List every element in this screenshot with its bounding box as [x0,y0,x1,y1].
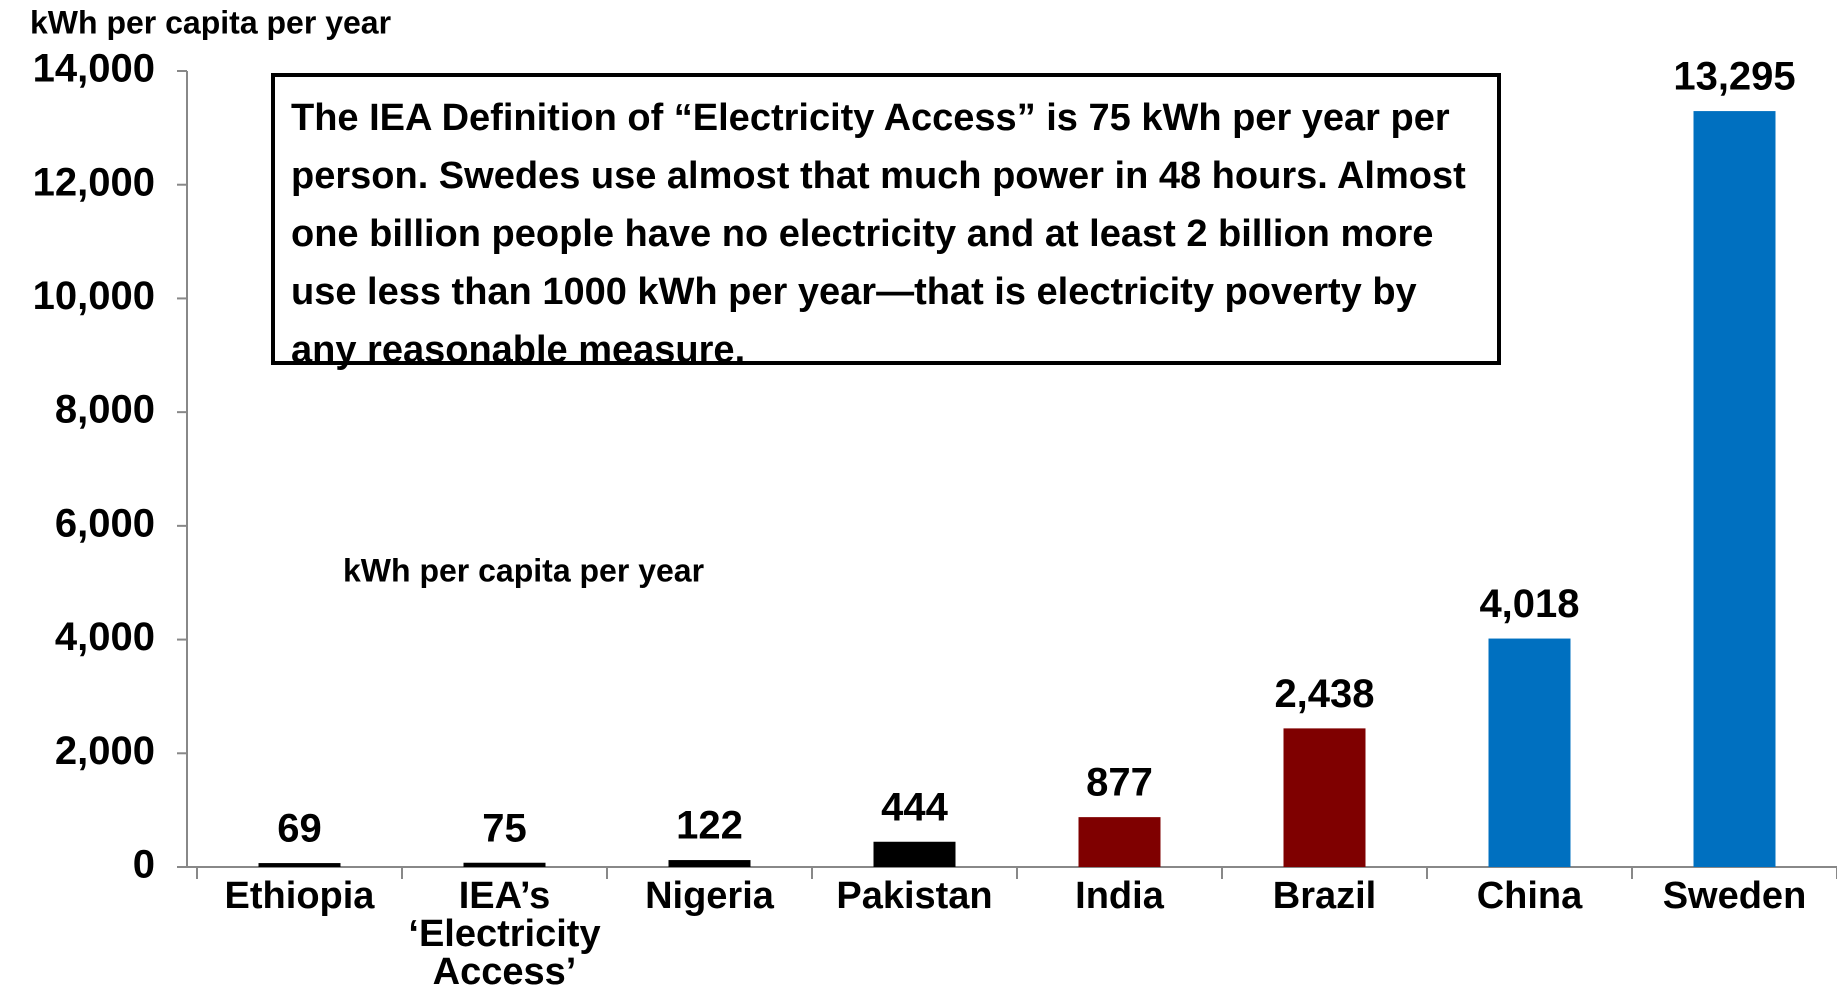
bar [1078,817,1161,867]
bar [873,841,956,867]
x-tick-label: Nigeria [645,875,774,917]
value-label: 877 [1086,761,1153,805]
bar [1283,728,1366,867]
x-tick-label: Brazil [1272,875,1377,917]
y-tick-label: 12,000 [33,160,155,204]
x-tick-label: IEA’s ‘Electricity Access’ [408,875,601,993]
bar [1693,111,1776,867]
x-tick-label: Sweden [1662,875,1807,917]
y-tick-label: 2,000 [55,729,155,773]
value-label: 13,295 [1673,55,1795,99]
y-tick-label: 8,000 [55,388,155,432]
y-tick-label: 4,000 [55,615,155,659]
value-label: 75 [482,806,527,850]
value-label: 69 [277,807,322,851]
axis-title: kWh per capita per year [30,4,391,40]
y-tick-label: 0 [133,843,155,887]
value-label: 122 [676,804,743,848]
x-tick-label: China [1476,875,1583,917]
inner-label: kWh per capita per year [343,552,704,588]
bar [1488,638,1571,867]
value-label: 4,018 [1479,582,1579,626]
bar [668,860,751,867]
value-label: 2,438 [1274,672,1374,716]
y-tick-label: 10,000 [33,274,155,318]
x-tick-label: India [1075,875,1164,917]
x-tick-label: Ethiopia [224,875,375,917]
y-tick-label: 6,000 [55,501,155,545]
bar [463,862,546,867]
value-label: 444 [881,785,948,829]
y-tick-label: 14,000 [33,47,155,91]
annotation-box: The IEA Definition of “Electricity Acces… [271,73,1501,371]
x-tick-label: Pakistan [836,875,993,917]
bar [258,863,341,867]
